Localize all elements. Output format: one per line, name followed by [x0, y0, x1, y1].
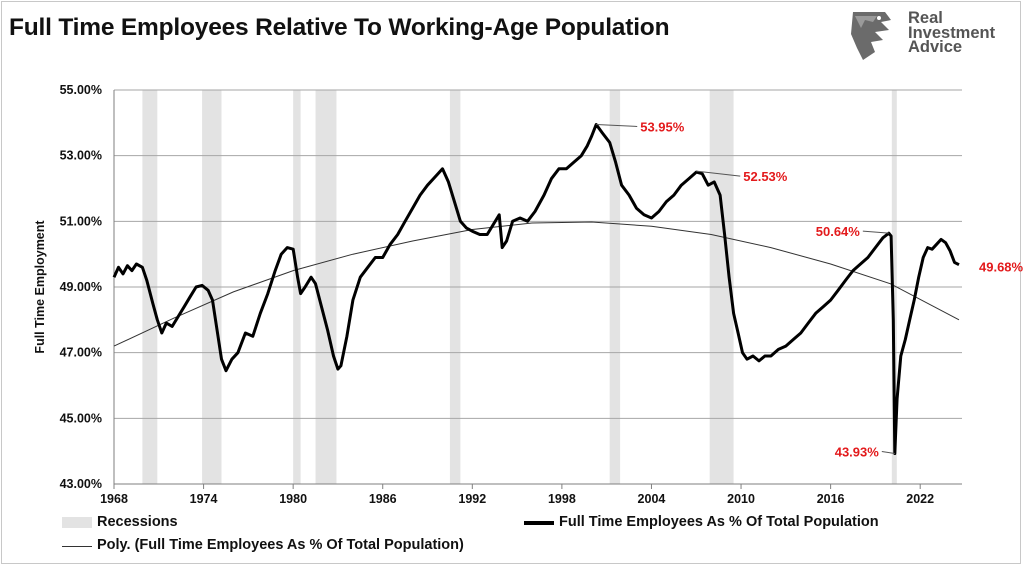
logo-line-1: Real	[908, 9, 943, 27]
brand-logo: Real Investment Advice	[845, 8, 1015, 64]
x-tick-label: 2022	[906, 492, 934, 506]
y-tick-label: 53.00%	[60, 149, 102, 163]
y-tick-labels: 43.00% 45.00% 47.00% 49.00% 51.00% 53.00% 55.0…	[60, 83, 102, 491]
y-tick-label: 45.00%	[60, 411, 102, 425]
x-tick-label: 1992	[458, 492, 486, 506]
axes	[113, 90, 962, 489]
x-tick-label: 2010	[727, 492, 755, 506]
legend-recessions-swatch	[62, 517, 92, 528]
legend-series-swatch	[524, 521, 554, 525]
y-tick-label: 55.00%	[60, 83, 102, 97]
series-line	[112, 123, 960, 455]
annotation-label: 43.93%	[835, 444, 880, 459]
y-axis-label: Full Time Employment	[33, 220, 47, 354]
chart-title: Full Time Employees Relative To Working-…	[9, 14, 670, 41]
logo-line-3: Advice	[908, 38, 963, 56]
y-tick-label: 51.00%	[60, 214, 102, 228]
annotation-label: 50.64%	[816, 224, 861, 239]
legend-series-label: Full Time Employees As % Of Total Popula…	[559, 514, 879, 530]
x-tick-label: 1968	[100, 492, 128, 506]
annotations: 53.95% 52.53% 50.64% 49.68% 43.93%	[596, 119, 1024, 459]
annotation-leader	[862, 230, 889, 234]
y-tick-label: 49.00%	[60, 280, 102, 294]
eagle-head-icon	[851, 12, 891, 60]
legend-trend-label: Poly. (Full Time Employees As % Of Total…	[97, 537, 464, 553]
y-tick-label: 47.00%	[60, 346, 102, 360]
x-tick-labels: 1968 1974 1980 1986 1992 1998 2004 2010 2016 2022	[100, 492, 934, 506]
x-tick-label: 1986	[369, 492, 397, 506]
annotation-leader	[596, 123, 638, 127]
legend-trend-swatch	[62, 546, 92, 547]
series-lines	[112, 123, 960, 455]
annotation-label: 52.53%	[743, 169, 788, 184]
x-tick-label: 1974	[190, 492, 218, 506]
annotation-leader	[696, 170, 741, 177]
x-tick-label: 2004	[638, 492, 666, 506]
annotation-label: 49.68%	[979, 260, 1024, 275]
annotation-label: 53.95%	[640, 119, 685, 134]
gridlines	[114, 89, 962, 485]
x-tick-label: 2016	[817, 492, 845, 506]
logo-text: Real Investment Advice	[908, 9, 996, 56]
x-tick-label: 1998	[548, 492, 576, 506]
trend-line	[113, 221, 960, 347]
legend-recessions-label: Recessions	[97, 514, 178, 530]
logo-line-2: Investment	[908, 23, 996, 42]
y-tick-label: 43.00%	[60, 477, 102, 491]
x-tick-label: 1980	[279, 492, 307, 506]
annotation-leader	[881, 450, 895, 454]
